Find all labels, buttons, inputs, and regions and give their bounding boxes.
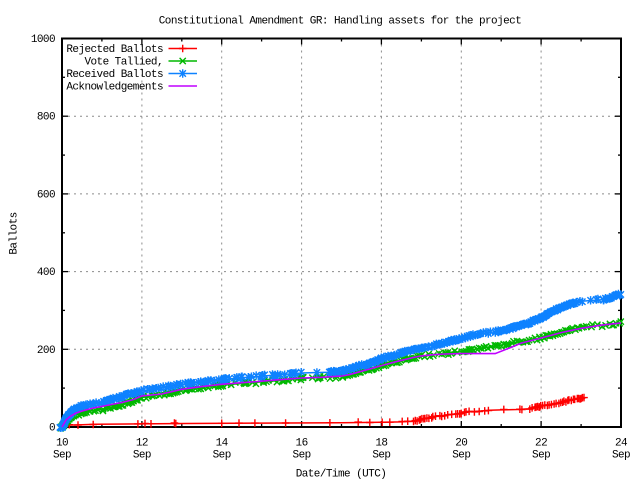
svg-text:Sep: Sep	[452, 450, 470, 462]
svg-text:Ballots: Ballots	[9, 212, 21, 254]
svg-text:600: 600	[37, 189, 55, 201]
svg-text:10: 10	[56, 438, 68, 450]
svg-text:24: 24	[615, 438, 628, 450]
svg-text:Vote Tallied,: Vote Tallied,	[84, 57, 163, 69]
svg-text:Sep: Sep	[53, 450, 71, 462]
svg-text:400: 400	[37, 267, 55, 279]
svg-text:Sep: Sep	[612, 450, 630, 462]
svg-text:16: 16	[296, 438, 308, 450]
svg-text:14: 14	[216, 438, 229, 450]
svg-text:Date/Time (UTC): Date/Time (UTC)	[296, 469, 387, 480]
svg-text:12: 12	[136, 438, 148, 450]
svg-text:Constitutional Amendment GR: H: Constitutional Amendment GR: Handling as…	[159, 16, 521, 28]
svg-text:Sep: Sep	[133, 450, 151, 462]
svg-text:18: 18	[375, 438, 387, 450]
svg-text:Sep: Sep	[213, 450, 231, 462]
svg-text:Acknowledgements: Acknowledgements	[66, 82, 163, 94]
svg-text:Received Ballots: Received Ballots	[66, 69, 163, 81]
svg-text:800: 800	[37, 112, 55, 124]
svg-text:Sep: Sep	[293, 450, 311, 462]
svg-text:20: 20	[455, 438, 467, 450]
svg-text:200: 200	[37, 345, 55, 357]
svg-text:Sep: Sep	[532, 450, 550, 462]
svg-text:1000: 1000	[31, 34, 55, 46]
svg-text:22: 22	[535, 438, 547, 450]
svg-text:Rejected Ballots: Rejected Ballots	[66, 44, 163, 56]
svg-text:Sep: Sep	[372, 450, 390, 462]
svg-text:0: 0	[49, 423, 55, 435]
